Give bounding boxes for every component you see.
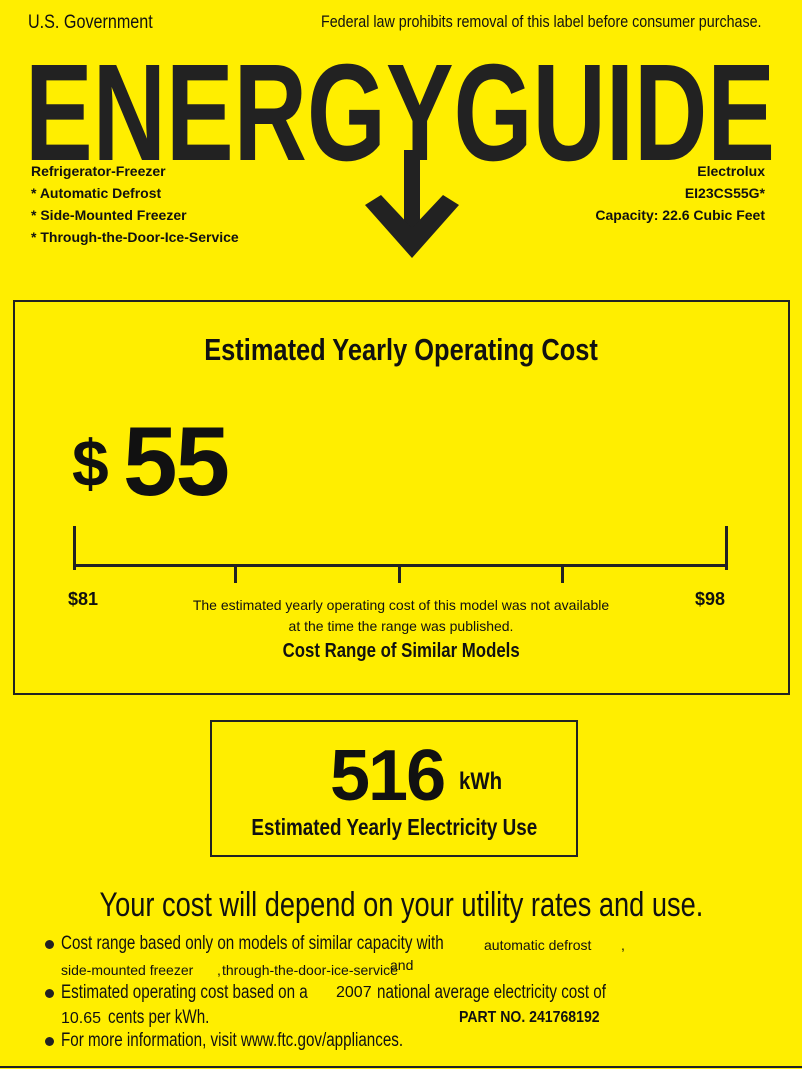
product-type: Refrigerator-Freezer [31, 163, 166, 179]
electricity-caption: Estimated Yearly Electricity Use [251, 814, 537, 840]
svg-text:ENERGYGUIDE: ENERGYGUIDE [25, 36, 775, 190]
bullet-operating-cost: Estimated operating cost based on a [61, 982, 308, 1003]
bullet-icon [45, 940, 54, 949]
operating-cost-box [13, 300, 790, 695]
footer-headline: Your cost will depend on your utility ra… [99, 886, 703, 924]
bullet-cost-range: Cost range based only on models of simil… [61, 933, 444, 954]
bullet-icon [45, 989, 54, 998]
cost-note-line2: at the time the range was published. [288, 618, 514, 634]
range-min: $81 [68, 589, 99, 609]
feature-item: * Automatic Defrost [31, 185, 162, 201]
cost-heading: Estimated Yearly Operating Cost [204, 332, 598, 367]
part-number: PART NO. 241768192 [459, 1009, 600, 1026]
comma: , [621, 937, 625, 953]
feature-fill-1: automatic defrost [484, 937, 592, 953]
range-max: $98 [695, 589, 726, 609]
feature-fill-2: side-mounted freezer [61, 962, 194, 978]
down-arrow-icon [365, 150, 459, 258]
kwh-unit: kWh [459, 768, 503, 795]
range-caption: Cost Range of Similar Models [282, 640, 520, 662]
energyguide-logo: ENERGYGUIDE [25, 36, 775, 258]
cost-range-scale [75, 564, 728, 567]
rate-year: 2007 [336, 984, 372, 1001]
feature-fill-3: through-the-door-ice-service [222, 962, 398, 978]
electricity-rate: 10.65 [61, 1010, 102, 1027]
scale-tick [561, 564, 564, 583]
removal-notice: Federal law prohibits removal of this la… [321, 12, 762, 31]
capacity: Capacity: 22.6 Cubic Feet [595, 207, 765, 223]
more-info-link[interactable]: For more information, visit www.ftc.gov/… [61, 1030, 404, 1051]
bullet-icon [45, 1037, 54, 1046]
bottom-border [0, 1066, 802, 1068]
issuer-text: U.S. Government [28, 12, 153, 33]
brand: Electrolux [697, 163, 765, 179]
rate-unit: cents per kWh. [108, 1007, 210, 1028]
bullet-operating-cost-suffix: national average electricity cost of [377, 982, 606, 1003]
feature-item: * Side-Mounted Freezer [31, 207, 187, 223]
currency-symbol: $ [72, 426, 109, 500]
scale-tick [725, 526, 728, 570]
scale-tick [398, 564, 401, 583]
model-number: EI23CS55G* [684, 185, 765, 201]
electricity-use-box [210, 720, 578, 857]
kwh-value: 516 [330, 736, 446, 816]
and-word: and [390, 957, 414, 973]
feature-item: * Through-the-Door-Ice-Service [31, 229, 239, 245]
comma: , [217, 962, 221, 978]
scale-tick [73, 526, 76, 570]
yearly-cost-value: 55 [123, 406, 230, 516]
cost-note-line1: The estimated yearly operating cost of t… [192, 597, 610, 613]
scale-tick [234, 564, 237, 583]
